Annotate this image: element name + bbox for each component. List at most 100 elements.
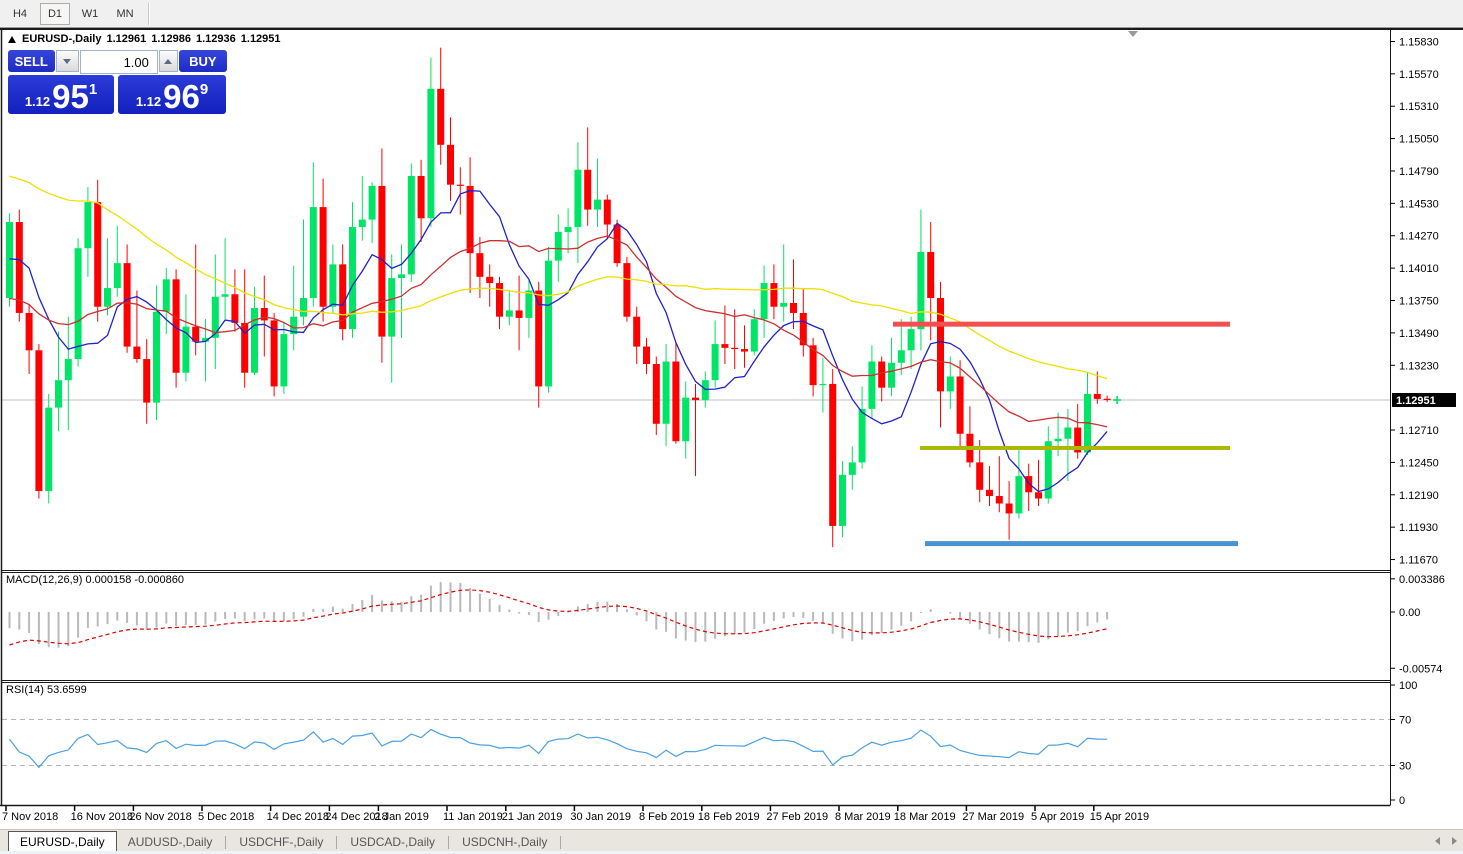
candles-layer <box>6 47 1111 548</box>
svg-text:18 Mar 2019: 18 Mar 2019 <box>894 811 956 823</box>
price-pane <box>2 47 1390 548</box>
chart-shift-marker-icon[interactable] <box>1128 31 1138 37</box>
volume-decrease-button[interactable] <box>55 50 79 72</box>
rsi-line <box>9 728 1108 769</box>
svg-text:1.15830: 1.15830 <box>1399 36 1439 48</box>
resistance-line <box>893 321 1230 327</box>
rsi-indicator-label: RSI(14) 53.6599 <box>6 684 87 696</box>
svg-text:18 Feb 2019: 18 Feb 2019 <box>698 811 760 823</box>
svg-text:1.15050: 1.15050 <box>1399 134 1439 146</box>
rsi-pane <box>2 719 1390 769</box>
svg-text:7 Nov 2018: 7 Nov 2018 <box>2 811 58 823</box>
triangle-up-icon <box>164 58 173 64</box>
svg-text:100: 100 <box>1399 680 1417 692</box>
svg-text:1.13490: 1.13490 <box>1399 328 1439 340</box>
volume-increase-button[interactable] <box>158 50 178 72</box>
svg-text:1.14790: 1.14790 <box>1399 166 1439 178</box>
svg-text:8 Mar 2019: 8 Mar 2019 <box>835 811 891 823</box>
pane-borders <box>0 28 1463 807</box>
buy-price-box[interactable]: 1.12 96 9 <box>118 75 226 114</box>
sell-price-box[interactable]: 1.12 95 1 <box>8 75 114 114</box>
timeframe-toolbar: H4 D1 W1 MN <box>0 0 1463 28</box>
svg-text:0.00: 0.00 <box>1399 607 1420 619</box>
fast-ma <box>9 190 1108 493</box>
buy-price-main: 96 <box>163 78 200 115</box>
mid-ma <box>9 235 1108 428</box>
tab-divider <box>336 836 338 849</box>
tab-divider <box>225 836 227 849</box>
svg-text:30 Jan 2019: 30 Jan 2019 <box>570 811 631 823</box>
svg-text:70: 70 <box>1399 715 1411 727</box>
slow-ma <box>9 175 1108 380</box>
svg-text:1.12450: 1.12450 <box>1399 457 1439 469</box>
price-axis: 1.15830 1.15570 1.15310 1.15050 1.14790 1.145… <box>1390 36 1456 807</box>
tab-eurusd-daily[interactable]: EURUSD-,Daily <box>8 831 117 852</box>
timeframe-w1-button[interactable]: W1 <box>81 7 99 20</box>
sell-button[interactable]: SELL <box>8 50 55 72</box>
svg-text:24 Dec 2018: 24 Dec 2018 <box>325 811 387 823</box>
chart-title: EURUSD-,Daily 1.12961 1.12986 1.12936 1.… <box>8 33 286 45</box>
svg-text:5 Dec 2018: 5 Dec 2018 <box>198 811 254 823</box>
svg-text:11 Jan 2019: 11 Jan 2019 <box>443 811 503 823</box>
tabs-scroll-right-icon[interactable] <box>1452 837 1457 845</box>
volume-input[interactable] <box>79 50 158 74</box>
svg-text:1.11930: 1.11930 <box>1399 522 1438 534</box>
tabs-scroll-left-icon[interactable] <box>1435 837 1440 845</box>
svg-text:2 Jan 2019: 2 Jan 2019 <box>374 811 428 823</box>
svg-text:27 Feb 2019: 27 Feb 2019 <box>766 811 828 823</box>
macd-indicator-label: MACD(12,26,9) 0.000158 -0.000860 <box>6 574 184 586</box>
chart-window: 1.15830 1.15570 1.15310 1.15050 1.14790 1.145… <box>0 28 1463 828</box>
svg-text:21 Jan 2019: 21 Jan 2019 <box>502 811 563 823</box>
svg-text:5 Apr 2019: 5 Apr 2019 <box>1031 811 1084 823</box>
timeframe-d1-button[interactable]: D1 <box>40 2 70 25</box>
svg-text:1.14010: 1.14010 <box>1399 263 1439 275</box>
tab-usdcad-daily[interactable]: USDCAD-,Daily <box>350 835 436 849</box>
sell-price-main: 95 <box>52 78 89 115</box>
svg-text:1.15310: 1.15310 <box>1399 101 1439 113</box>
ohlc-low: 1.12936 <box>196 33 236 45</box>
svg-text:1.13750: 1.13750 <box>1399 295 1439 307</box>
ohlc-open: 1.12961 <box>106 33 147 45</box>
current-price-marker <box>1113 396 1122 405</box>
chart-tabs-bar: EURUSD-,Daily AUDUSD-,Daily USDCHF-,Dail… <box>0 829 1463 852</box>
price-chart[interactable]: 1.15830 1.15570 1.15310 1.15050 1.14790 1.145… <box>0 28 1463 828</box>
tab-audusd-daily[interactable]: AUDUSD-,Daily <box>127 835 213 849</box>
svg-text:15 Apr 2019: 15 Apr 2019 <box>1090 811 1149 823</box>
symbol-label: EURUSD-,Daily <box>22 33 102 45</box>
svg-text:1.12710: 1.12710 <box>1399 425 1439 437</box>
timeframe-h4-button[interactable]: H4 <box>12 7 28 20</box>
support-line-blue <box>925 541 1238 547</box>
triangle-down-icon <box>63 58 72 64</box>
macd-pane <box>8 582 1109 648</box>
buy-price-pip: 9 <box>199 81 209 98</box>
toolbar-separator <box>148 2 150 25</box>
svg-text:8 Feb 2019: 8 Feb 2019 <box>639 811 695 823</box>
one-click-trading-panel: SELL BUY 1.12 95 1 1.12 96 9 <box>8 50 227 114</box>
svg-text:1.12951: 1.12951 <box>1396 395 1436 407</box>
svg-text:16 Nov 2018: 16 Nov 2018 <box>71 811 133 823</box>
svg-text:1.14530: 1.14530 <box>1399 198 1439 210</box>
ohlc-close: 1.12951 <box>240 33 281 45</box>
collapse-panel-icon[interactable] <box>8 35 16 43</box>
tab-usdcnh-daily[interactable]: USDCNH-,Daily <box>462 835 548 849</box>
buy-button[interactable]: BUY <box>178 50 227 72</box>
svg-text:1.12190: 1.12190 <box>1399 490 1439 502</box>
svg-text:1.15570: 1.15570 <box>1399 69 1439 81</box>
svg-text:30: 30 <box>1399 761 1411 773</box>
svg-text:26 Nov 2018: 26 Nov 2018 <box>129 811 191 823</box>
tab-divider <box>448 836 450 849</box>
current-price-tag <box>1392 393 1456 408</box>
sell-price-prefix: 1.12 <box>24 94 51 109</box>
buy-price-prefix: 1.12 <box>135 94 162 109</box>
svg-text:-0.00574: -0.00574 <box>1399 663 1442 675</box>
timeframe-mn-button[interactable]: MN <box>116 7 134 20</box>
status-strip <box>0 851 1463 854</box>
svg-text:1.11670: 1.11670 <box>1399 555 1438 567</box>
svg-text:1.13230: 1.13230 <box>1399 360 1439 372</box>
svg-text:27 Mar 2019: 27 Mar 2019 <box>962 811 1024 823</box>
sell-price-pip: 1 <box>88 81 98 98</box>
tab-divider <box>560 836 562 849</box>
tab-usdchf-daily[interactable]: USDCHF-,Daily <box>239 835 324 849</box>
svg-text:14 Dec 2018: 14 Dec 2018 <box>267 811 329 823</box>
